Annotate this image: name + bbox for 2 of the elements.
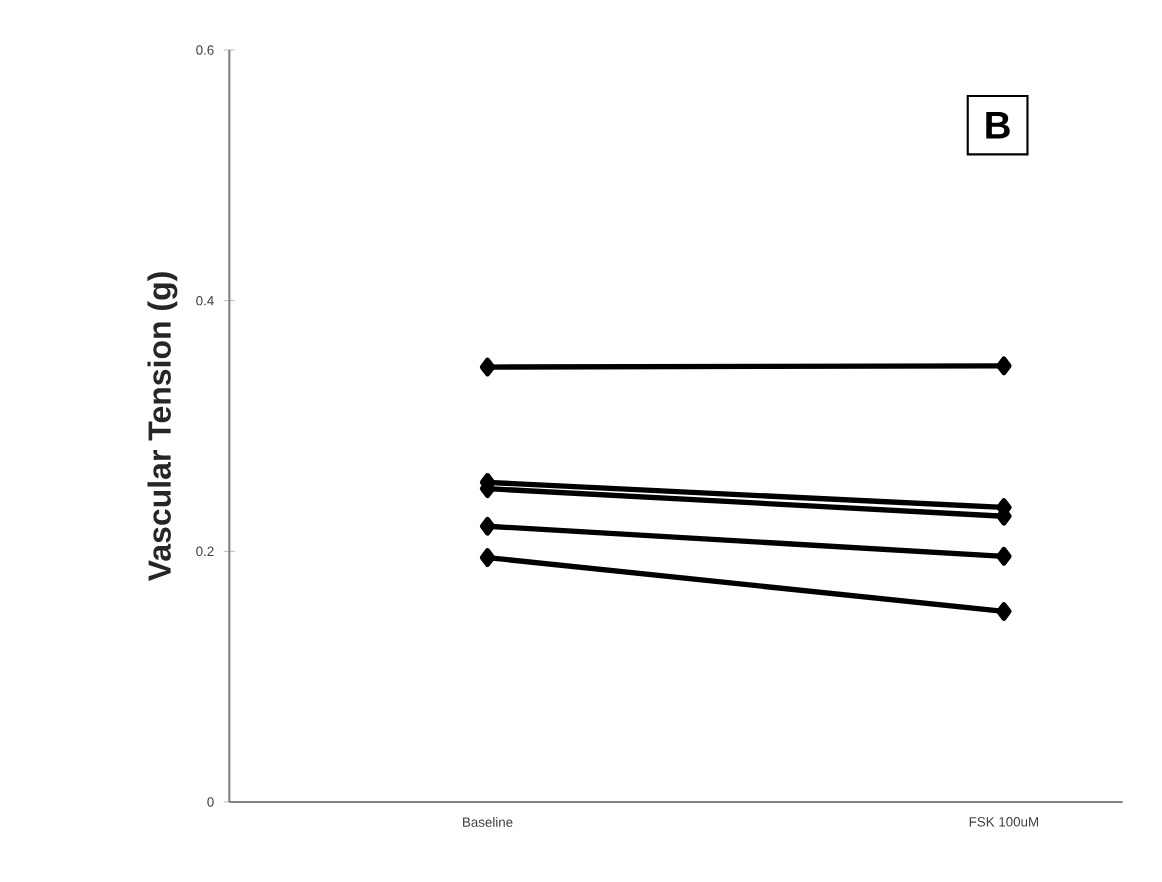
annotation: B	[986, 111, 1010, 139]
y-axis-title: Vascular Tension (g)	[147, 272, 178, 582]
